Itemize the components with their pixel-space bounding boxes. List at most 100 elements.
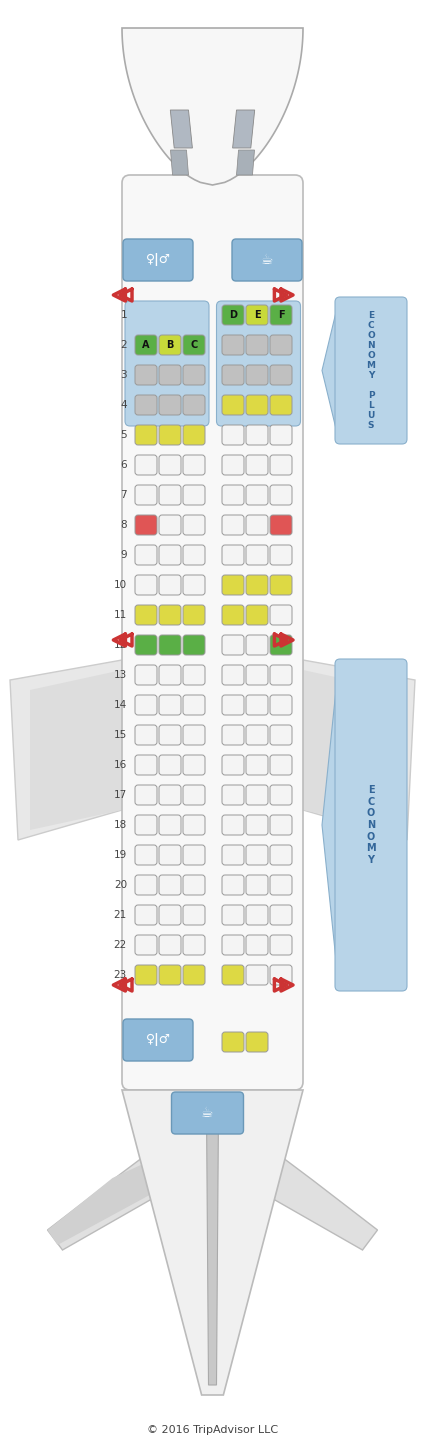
FancyBboxPatch shape [270, 545, 292, 566]
FancyBboxPatch shape [159, 395, 181, 416]
FancyBboxPatch shape [222, 935, 244, 955]
FancyBboxPatch shape [222, 304, 244, 325]
Text: B: B [166, 341, 174, 351]
Text: 21: 21 [114, 911, 127, 921]
FancyBboxPatch shape [246, 574, 268, 595]
FancyBboxPatch shape [270, 815, 292, 835]
FancyBboxPatch shape [183, 846, 205, 864]
FancyBboxPatch shape [246, 846, 268, 864]
Polygon shape [322, 307, 337, 433]
FancyBboxPatch shape [270, 935, 292, 955]
FancyBboxPatch shape [135, 335, 157, 355]
FancyBboxPatch shape [222, 815, 244, 835]
FancyBboxPatch shape [183, 485, 205, 505]
FancyBboxPatch shape [135, 455, 157, 475]
FancyBboxPatch shape [246, 304, 268, 325]
Text: 3: 3 [120, 369, 127, 380]
FancyBboxPatch shape [246, 335, 268, 355]
FancyBboxPatch shape [135, 815, 157, 835]
FancyBboxPatch shape [183, 335, 205, 355]
Text: 7: 7 [120, 491, 127, 501]
FancyBboxPatch shape [159, 815, 181, 835]
FancyBboxPatch shape [159, 665, 181, 685]
FancyBboxPatch shape [270, 455, 292, 475]
Text: 13: 13 [114, 670, 127, 680]
FancyBboxPatch shape [270, 905, 292, 925]
FancyBboxPatch shape [159, 965, 181, 986]
FancyBboxPatch shape [222, 335, 244, 355]
FancyBboxPatch shape [159, 635, 181, 655]
FancyBboxPatch shape [183, 905, 205, 925]
Text: 22: 22 [114, 939, 127, 949]
FancyBboxPatch shape [159, 846, 181, 864]
Text: 20: 20 [114, 880, 127, 890]
FancyBboxPatch shape [183, 426, 205, 444]
FancyBboxPatch shape [246, 755, 268, 775]
FancyBboxPatch shape [270, 515, 292, 535]
Text: 5: 5 [120, 430, 127, 440]
FancyBboxPatch shape [183, 574, 205, 595]
FancyBboxPatch shape [135, 665, 157, 685]
FancyBboxPatch shape [159, 426, 181, 444]
FancyBboxPatch shape [222, 426, 244, 444]
Text: 19: 19 [114, 850, 127, 860]
FancyBboxPatch shape [270, 574, 292, 595]
FancyBboxPatch shape [135, 635, 157, 655]
Polygon shape [30, 670, 122, 830]
FancyBboxPatch shape [159, 485, 181, 505]
Text: 23: 23 [114, 970, 127, 980]
FancyBboxPatch shape [222, 574, 244, 595]
FancyBboxPatch shape [246, 815, 268, 835]
FancyBboxPatch shape [183, 696, 205, 714]
Polygon shape [207, 1110, 218, 1385]
FancyBboxPatch shape [183, 785, 205, 805]
FancyBboxPatch shape [335, 297, 407, 444]
FancyBboxPatch shape [222, 395, 244, 416]
FancyBboxPatch shape [125, 302, 209, 426]
FancyBboxPatch shape [135, 696, 157, 714]
Text: F: F [278, 310, 284, 320]
Polygon shape [303, 670, 395, 830]
FancyBboxPatch shape [270, 665, 292, 685]
FancyBboxPatch shape [135, 965, 157, 986]
FancyBboxPatch shape [135, 785, 157, 805]
Text: 17: 17 [114, 789, 127, 799]
Polygon shape [122, 27, 303, 185]
Polygon shape [303, 659, 415, 840]
FancyBboxPatch shape [222, 905, 244, 925]
FancyBboxPatch shape [159, 545, 181, 566]
FancyBboxPatch shape [246, 965, 268, 986]
Polygon shape [232, 110, 255, 149]
Polygon shape [258, 1150, 377, 1250]
Text: 12: 12 [114, 641, 127, 649]
FancyBboxPatch shape [222, 605, 244, 625]
FancyBboxPatch shape [270, 395, 292, 416]
FancyBboxPatch shape [135, 905, 157, 925]
FancyBboxPatch shape [183, 815, 205, 835]
Polygon shape [10, 659, 122, 840]
FancyBboxPatch shape [246, 485, 268, 505]
FancyBboxPatch shape [135, 515, 157, 535]
FancyBboxPatch shape [159, 905, 181, 925]
Text: 8: 8 [120, 519, 127, 530]
FancyBboxPatch shape [246, 724, 268, 745]
Text: 10: 10 [114, 580, 127, 590]
FancyBboxPatch shape [222, 1032, 244, 1052]
FancyBboxPatch shape [222, 724, 244, 745]
Polygon shape [48, 1154, 162, 1245]
FancyBboxPatch shape [135, 574, 157, 595]
FancyBboxPatch shape [246, 1032, 268, 1052]
FancyBboxPatch shape [222, 665, 244, 685]
FancyBboxPatch shape [270, 304, 292, 325]
FancyBboxPatch shape [222, 485, 244, 505]
FancyBboxPatch shape [222, 635, 244, 655]
FancyBboxPatch shape [246, 515, 268, 535]
FancyBboxPatch shape [335, 659, 407, 991]
FancyBboxPatch shape [135, 426, 157, 444]
Text: E
C
O
N
O
M
Y: E C O N O M Y [366, 785, 376, 864]
FancyBboxPatch shape [216, 302, 300, 426]
FancyBboxPatch shape [159, 935, 181, 955]
FancyBboxPatch shape [270, 724, 292, 745]
FancyBboxPatch shape [183, 545, 205, 566]
FancyBboxPatch shape [270, 874, 292, 895]
